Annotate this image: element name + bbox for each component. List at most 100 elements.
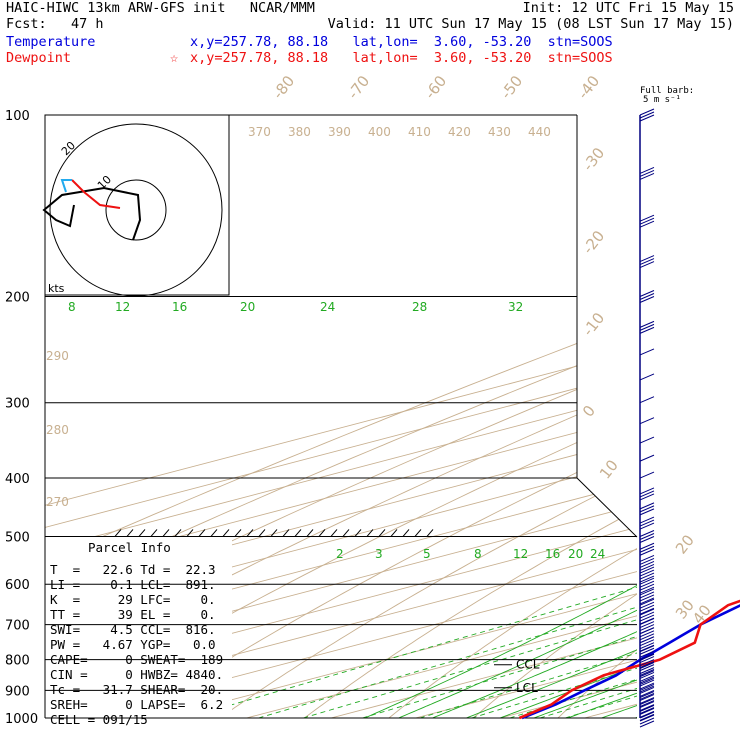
dry-adiabat-line bbox=[458, 115, 637, 718]
wind-barb bbox=[639, 667, 655, 675]
wind-barb bbox=[639, 258, 655, 266]
wind-barb bbox=[639, 569, 655, 577]
wind-barb bbox=[639, 536, 655, 543]
wind-barb bbox=[639, 598, 655, 606]
ccl-label: CCL bbox=[516, 658, 540, 672]
dry-adiabat-label: 400 bbox=[368, 125, 391, 139]
parcel-row: CIN = 0 HWBZ= 4840. bbox=[50, 667, 224, 682]
wind-barb bbox=[639, 698, 655, 706]
parcel-row: Tc = 31.7 SHEAR= 20. bbox=[50, 682, 224, 697]
wind-barb bbox=[639, 611, 655, 619]
wind-barb bbox=[639, 653, 655, 661]
wind-barb bbox=[639, 664, 655, 672]
isotherm-line bbox=[415, 115, 637, 718]
wind-barb bbox=[639, 661, 655, 669]
wind-barb bbox=[639, 683, 655, 691]
parcel-info-title: Parcel Info bbox=[88, 540, 171, 555]
moist-adiabat-label: 32 bbox=[508, 300, 523, 314]
dry-adiabat-label: 390 bbox=[328, 125, 351, 139]
hatch-mark bbox=[114, 529, 122, 537]
hatch-mark bbox=[258, 529, 266, 537]
hatch-mark bbox=[342, 529, 350, 537]
isotherm-line bbox=[246, 115, 637, 718]
wind-barb bbox=[639, 548, 655, 556]
isotherm-label: 0 bbox=[579, 402, 599, 421]
wind-barb bbox=[639, 656, 655, 664]
parcel-row: K = 29 LFC= 0. bbox=[50, 592, 216, 607]
mixing-ratio-label: 5 bbox=[423, 547, 431, 561]
wind-barb bbox=[639, 608, 655, 616]
dewpoint-marker: ☆ bbox=[170, 50, 179, 66]
wind-barb bbox=[639, 417, 655, 425]
wind-barb bbox=[639, 214, 655, 222]
hatch-mark bbox=[306, 529, 314, 537]
hatch-mark bbox=[150, 529, 158, 537]
mixing-ratio-label: 2 bbox=[336, 547, 344, 561]
hatch-mark bbox=[198, 529, 206, 537]
wind-barb bbox=[639, 710, 655, 718]
wind-barb bbox=[639, 720, 655, 728]
parcel-row: LI = 0.1 LCL= 891. bbox=[50, 577, 216, 592]
isotherm-label: -60 bbox=[421, 72, 450, 102]
wind-barb bbox=[639, 373, 655, 381]
wind-barb bbox=[639, 618, 655, 626]
header-fcst: Fcst: 47 h bbox=[6, 16, 104, 32]
hatch-mark bbox=[138, 529, 146, 537]
wind-barb bbox=[639, 679, 655, 687]
mixing-ratio-label: 16 bbox=[545, 547, 560, 561]
wind-barb bbox=[639, 717, 655, 725]
isotherm-line bbox=[45, 115, 637, 718]
header-valid: Valid: 11 UTC Sun 17 May 15 (08 LST Sun … bbox=[327, 16, 734, 32]
hatch-mark bbox=[402, 529, 410, 537]
wind-barb bbox=[639, 604, 655, 612]
moist-adiabat-line bbox=[533, 296, 637, 718]
parcel-row: SREH= 0 LAPSE= 6.2 bbox=[50, 697, 224, 712]
dry-adiabat-line bbox=[45, 115, 637, 718]
wind-barb bbox=[639, 111, 655, 119]
dry-adiabat-label: 270 bbox=[46, 495, 69, 509]
isotherm-label: -40 bbox=[574, 72, 603, 102]
parcel-row: PW = 4.67 YGP= 0.0 bbox=[50, 637, 216, 652]
hatch-mark bbox=[126, 529, 134, 537]
wind-barb bbox=[639, 530, 655, 537]
pressure-tick-label: 100 bbox=[5, 109, 30, 124]
legend-dewpoint: Dewpoint bbox=[6, 50, 72, 66]
wind-barb bbox=[639, 704, 655, 712]
moist-adiabat-line bbox=[398, 296, 637, 718]
wind-barb bbox=[639, 436, 655, 444]
wind-barb bbox=[639, 505, 655, 513]
mixing-ratio-label: 12 bbox=[513, 547, 528, 561]
dry-adiabat-label: 410 bbox=[408, 125, 431, 139]
wind-barb bbox=[639, 172, 655, 180]
isotherm-line bbox=[45, 115, 637, 718]
dry-adiabat-label: 380 bbox=[288, 125, 311, 139]
hatch-mark bbox=[162, 529, 170, 537]
wind-barb bbox=[639, 487, 655, 495]
barb-legend-line1: Full barb: bbox=[640, 86, 695, 96]
wind-barb bbox=[639, 290, 655, 297]
wind-barb bbox=[639, 522, 655, 530]
parcel-row: CELL = 091/15 bbox=[50, 712, 148, 727]
wind-barb bbox=[639, 323, 655, 331]
wind-barb bbox=[639, 676, 655, 684]
pressure-tick-label: 900 bbox=[5, 684, 30, 699]
wind-barb bbox=[639, 614, 655, 622]
moist-adiabat-line bbox=[364, 296, 637, 718]
wind-barb bbox=[639, 707, 655, 715]
mixing-ratio-label: 3 bbox=[375, 547, 383, 561]
wind-barb bbox=[639, 671, 655, 679]
wind-barb bbox=[639, 639, 655, 647]
moist-adiabat-line bbox=[466, 296, 637, 718]
wind-barb bbox=[639, 296, 655, 303]
wind-barb bbox=[639, 697, 655, 705]
wind-barb bbox=[639, 701, 655, 709]
wind-barb bbox=[639, 682, 655, 690]
wind-barb bbox=[639, 586, 655, 594]
moist-adiabat-label: 8 bbox=[68, 300, 76, 314]
hodograph-trace-upper bbox=[60, 179, 72, 193]
wind-barb bbox=[639, 542, 655, 550]
isotherm-label: 20 bbox=[672, 531, 698, 557]
isotherm-label: -50 bbox=[497, 72, 526, 102]
pressure-tick-label: 300 bbox=[5, 397, 30, 412]
wind-barb bbox=[639, 704, 655, 712]
